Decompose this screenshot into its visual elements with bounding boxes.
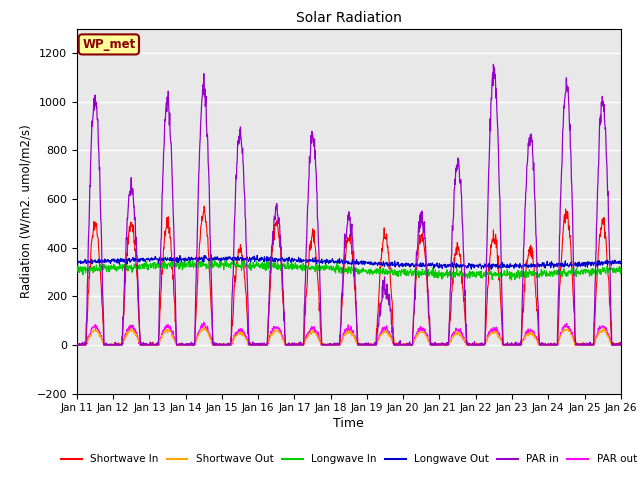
Text: WP_met: WP_met (82, 38, 136, 51)
Title: Solar Radiation: Solar Radiation (296, 11, 402, 25)
X-axis label: Time: Time (333, 418, 364, 431)
Legend: Shortwave In, Shortwave Out, Longwave In, Longwave Out, PAR in, PAR out: Shortwave In, Shortwave Out, Longwave In… (56, 450, 640, 468)
Y-axis label: Radiation (W/m2. umol/m2/s): Radiation (W/m2. umol/m2/s) (19, 124, 33, 298)
